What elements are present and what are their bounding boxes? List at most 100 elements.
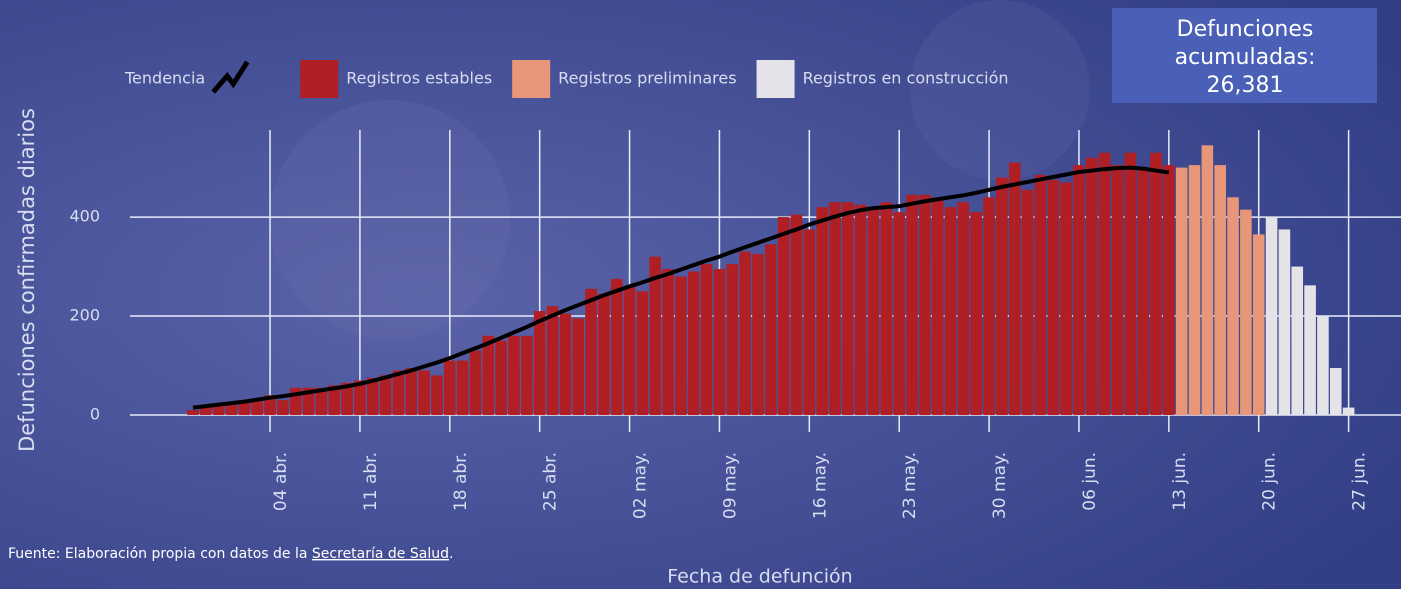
legend-label: Registros en construcción (803, 69, 1009, 88)
x-tick-label: 16 may. (810, 452, 830, 519)
x-tick-label: 04 abr. (271, 452, 291, 511)
bar (251, 401, 263, 415)
x-tick-label: 11 abr. (361, 452, 381, 511)
bar (393, 370, 405, 415)
bar (688, 272, 700, 416)
bar (675, 276, 687, 415)
total-title: acumuladas: (1175, 45, 1316, 70)
bar (572, 319, 584, 415)
bar (187, 410, 199, 415)
bg-blob (270, 100, 510, 340)
bar (1099, 153, 1111, 415)
bar (662, 269, 674, 415)
bar (1279, 229, 1291, 415)
x-tick-label: 13 jun. (1170, 452, 1190, 511)
bar (200, 408, 212, 415)
y-tick-label: 200 (69, 306, 100, 325)
bar (1150, 153, 1162, 415)
legend-label: Tendencia (124, 69, 205, 88)
bar (1022, 190, 1034, 415)
bar (1086, 158, 1098, 415)
source: Fuente: Elaboración propia con datos de … (8, 546, 453, 562)
bar (932, 197, 944, 415)
legend-swatch (512, 60, 550, 98)
bar (804, 229, 816, 415)
bar (598, 294, 610, 415)
bar (418, 370, 430, 415)
bar (881, 202, 893, 415)
bar (868, 207, 880, 415)
x-tick-label: 18 abr. (451, 452, 471, 511)
bar (970, 212, 982, 415)
legend-swatch (757, 60, 795, 98)
bar (457, 361, 469, 415)
bar (611, 279, 623, 415)
bar (1266, 217, 1278, 415)
legend-swatch (300, 60, 338, 98)
bar (1009, 163, 1021, 415)
bar (560, 314, 572, 415)
x-tick-label: 25 abr. (541, 452, 561, 511)
bar (213, 406, 225, 415)
y-axis-label: Defunciones confirmadas diarios (15, 108, 39, 452)
bar (495, 341, 507, 415)
bar (906, 195, 918, 415)
x-tick-label: 02 may. (631, 452, 651, 519)
bar (791, 215, 803, 415)
bar (444, 361, 456, 415)
bar (1125, 153, 1137, 415)
bar (983, 197, 995, 415)
legend-label: Registros preliminares (558, 69, 736, 88)
bar (1073, 165, 1085, 415)
x-tick-label: 09 may. (720, 452, 740, 519)
bar (431, 375, 443, 415)
bar (239, 403, 251, 415)
x-tick-label: 30 may. (990, 452, 1010, 519)
bar (1112, 165, 1124, 415)
y-tick-label: 400 (69, 207, 100, 226)
bar (701, 264, 713, 415)
y-tick-label: 0 (90, 405, 100, 424)
chart: Defunciones acumuladas: 26,381 Defuncion… (0, 0, 1401, 589)
bar (1330, 368, 1342, 415)
bar (1035, 175, 1047, 415)
bg-blob (910, 0, 1090, 180)
bar (1047, 180, 1059, 415)
x-tick-label: 06 jun. (1080, 452, 1100, 511)
bar (1304, 285, 1316, 415)
bar (483, 336, 495, 415)
bar (1291, 267, 1303, 415)
bar (534, 311, 546, 415)
bar (521, 336, 533, 415)
bar (842, 202, 854, 415)
bar (1137, 168, 1149, 415)
bar (547, 306, 559, 415)
bar (1240, 210, 1252, 415)
source-link[interactable]: Secretaría de Salud (312, 546, 449, 562)
bar (637, 291, 649, 415)
x-tick-label: 23 may. (900, 452, 920, 519)
bar (765, 244, 777, 415)
bar (1227, 197, 1239, 415)
bar (726, 264, 738, 415)
source-end: . (449, 546, 453, 562)
bar (624, 286, 636, 415)
bar (1253, 234, 1265, 415)
bar (714, 269, 726, 415)
bar (508, 336, 520, 415)
x-tick-label: 27 jun. (1350, 452, 1370, 511)
total-value: 26,381 (1207, 73, 1284, 98)
bar (919, 195, 931, 415)
legend-label: Registros estables (346, 69, 492, 88)
bar (816, 207, 828, 415)
source-text: Fuente: Elaboración propia con datos de … (8, 546, 307, 562)
x-tick-label: 20 jun. (1260, 452, 1280, 511)
bar (380, 375, 392, 415)
bar (405, 368, 417, 415)
bar (739, 252, 751, 415)
bar (1202, 145, 1214, 415)
bar (1060, 182, 1072, 415)
bar (945, 207, 957, 415)
bar (958, 202, 970, 415)
bar (1317, 316, 1329, 415)
